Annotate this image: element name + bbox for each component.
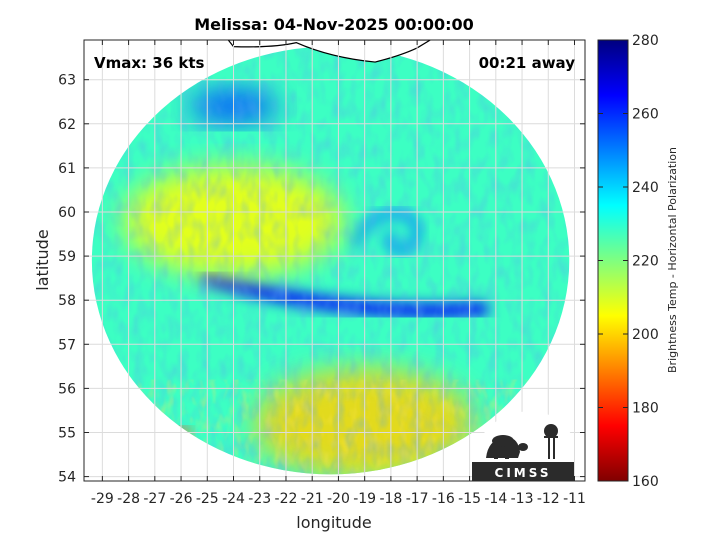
x-tick-label: -24 — [222, 491, 245, 507]
x-tick-label: -19 — [353, 491, 376, 507]
x-tick-label: -18 — [379, 491, 402, 507]
y-tick-label: 59 — [58, 249, 76, 265]
vmax-annotation: Vmax: 36 kts — [94, 54, 204, 72]
x-tick-label: -12 — [537, 491, 560, 507]
y-tick-label: 55 — [58, 425, 76, 441]
x-tick-label: -29 — [91, 491, 114, 507]
x-tick-label: -23 — [248, 491, 271, 507]
x-axis-label: longitude — [296, 513, 371, 532]
colorbar-tick-label: 240 — [632, 180, 659, 196]
grid — [84, 40, 585, 481]
land-iceland — [227, 40, 432, 63]
colorbar-ticks: 160 180 200 220 240 260 280 — [598, 33, 659, 490]
y-tick-label: 60 — [58, 205, 76, 221]
x-tick-label: -15 — [458, 491, 481, 507]
y-tick-label: 63 — [58, 73, 76, 89]
x-tick-label: -26 — [170, 491, 193, 507]
x-tick-label: -13 — [511, 491, 534, 507]
x-tick-label: -20 — [327, 491, 350, 507]
x-tick-label: -14 — [484, 491, 507, 507]
chart-title: Melissa: 04-Nov-2025 00:00:00 — [194, 15, 474, 34]
x-axis-ticks: -29 -28 -27 -26 -25 -24 -23 -22 -21 -20 -19 -18 -17-… — [91, 40, 586, 507]
y-tick-label: 58 — [58, 293, 76, 309]
colorbar-tick-label: 220 — [632, 254, 659, 270]
colorbar-tick-label: 260 — [632, 107, 659, 123]
logo-text: CIMSS — [495, 466, 552, 480]
colorbar-label: Brightness Temp - Horizontal Polarizatio… — [666, 147, 679, 373]
x-tick-label: -25 — [196, 491, 219, 507]
colorbar-tick-label: 280 — [632, 33, 659, 49]
colorbar-tick-label: 200 — [632, 327, 659, 343]
y-tick-label: 57 — [58, 337, 76, 353]
x-tick-label: -21 — [301, 491, 324, 507]
colorbar-tick-label: 160 — [632, 474, 659, 490]
x-tick-label: -27 — [143, 491, 166, 507]
cimss-logo: CIMSS — [472, 411, 574, 481]
brightness-temp-swath — [91, 40, 570, 475]
x-tick-label: -17 — [406, 491, 429, 507]
y-tick-label: 56 — [58, 381, 76, 397]
colorbar-tick-label: 180 — [632, 401, 659, 417]
x-tick-label: -22 — [275, 491, 298, 507]
x-tick-label: -28 — [117, 491, 140, 507]
swath-field — [91, 46, 570, 475]
y-tick-label: 61 — [58, 161, 76, 177]
y-tick-label: 54 — [58, 470, 76, 486]
y-tick-label: 62 — [58, 117, 76, 133]
time-away-annotation: 00:21 away — [479, 54, 576, 72]
axes-frame — [83, 39, 586, 482]
x-tick-label: -11 — [563, 491, 586, 507]
x-tick-label: -16 — [432, 491, 455, 507]
y-axis-label: latitude — [33, 229, 52, 290]
y-axis-ticks: 54 55 56 57 58 59 60 61 62 63 — [58, 73, 585, 486]
